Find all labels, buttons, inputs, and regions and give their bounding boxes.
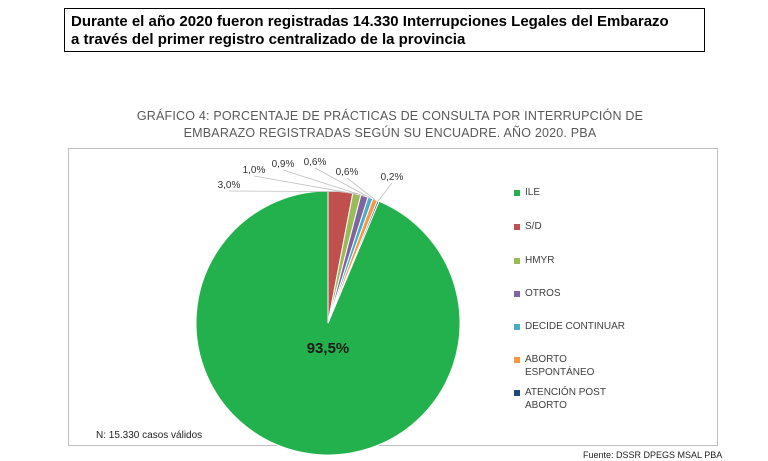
leader-line [314, 167, 371, 199]
leader-line [282, 169, 365, 197]
source-note: Fuente: DSSR DPEGS MSAL PBA [583, 450, 723, 460]
legend-label: OTROS [525, 288, 561, 299]
headline-line-2: a través del primer registro centralizad… [71, 31, 466, 48]
leader-line [377, 182, 393, 202]
leader-line [228, 190, 341, 192]
legend-label: S/D [525, 221, 542, 232]
sample-size-note: N: 15.330 casos válidos [96, 430, 203, 441]
legend-item-atenci-n-post-aborto: ATENCIÓN POST ABORTO [514, 386, 635, 412]
chart-title-line-1: GRÁFICO 4: PORCENTAJE DE PRÁCTICAS DE CO… [136, 109, 644, 123]
legend-item-otros: OTROS [514, 287, 635, 300]
legend-label: ILE [525, 187, 541, 198]
legend-item-ile: ILE [514, 186, 635, 199]
legend-swatch [514, 291, 520, 297]
headline-box: Durante el año 2020 fueron registradas 1… [64, 8, 705, 52]
legend-item-aborto-espont-neo: ABORTO ESPONTÁNEO [514, 353, 635, 379]
legend-swatch [514, 190, 520, 196]
legend-label: ATENCIÓN POST ABORTO [525, 387, 606, 411]
headline-line-1: Durante el año 2020 fueron registradas 1… [71, 13, 669, 30]
legend-item-decide-continuar: DECIDE CONTINUAR [514, 320, 635, 333]
chart-title: GRÁFICO 4: PORCENTAJE DE PRÁCTICAS DE CO… [110, 108, 670, 142]
leader-line [253, 175, 357, 195]
legend-label: DECIDE CONTINUAR [525, 321, 626, 332]
data-label-s-d: 3,0% [218, 180, 241, 191]
data-label-hmyr: 1,0% [243, 165, 266, 176]
data-label-decide-continuar: 0,6% [304, 157, 327, 168]
legend-swatch [514, 390, 520, 396]
legend-swatch [514, 357, 520, 363]
legend-label: HMYR [525, 255, 555, 266]
legend-swatch [514, 258, 520, 264]
leader-line [346, 177, 376, 201]
legend-swatch [514, 224, 520, 230]
data-label-ile: 93,5% [307, 340, 350, 357]
legend-item-s-d: S/D [514, 220, 635, 233]
legend-item-hmyr: HMYR [514, 254, 635, 267]
data-label-otros: 0,9% [272, 159, 295, 170]
legend-swatch [514, 324, 520, 330]
chart-frame [68, 148, 718, 446]
chart-title-line-2: EMBARAZO REGISTRADAS SEGÚN SU ENCUADRE. … [183, 126, 597, 140]
data-label-atenci-n-post-aborto: 0,2% [381, 172, 404, 183]
data-label-aborto-espont-neo: 0,6% [336, 167, 359, 178]
legend-label: ABORTO ESPONTÁNEO [525, 354, 595, 378]
